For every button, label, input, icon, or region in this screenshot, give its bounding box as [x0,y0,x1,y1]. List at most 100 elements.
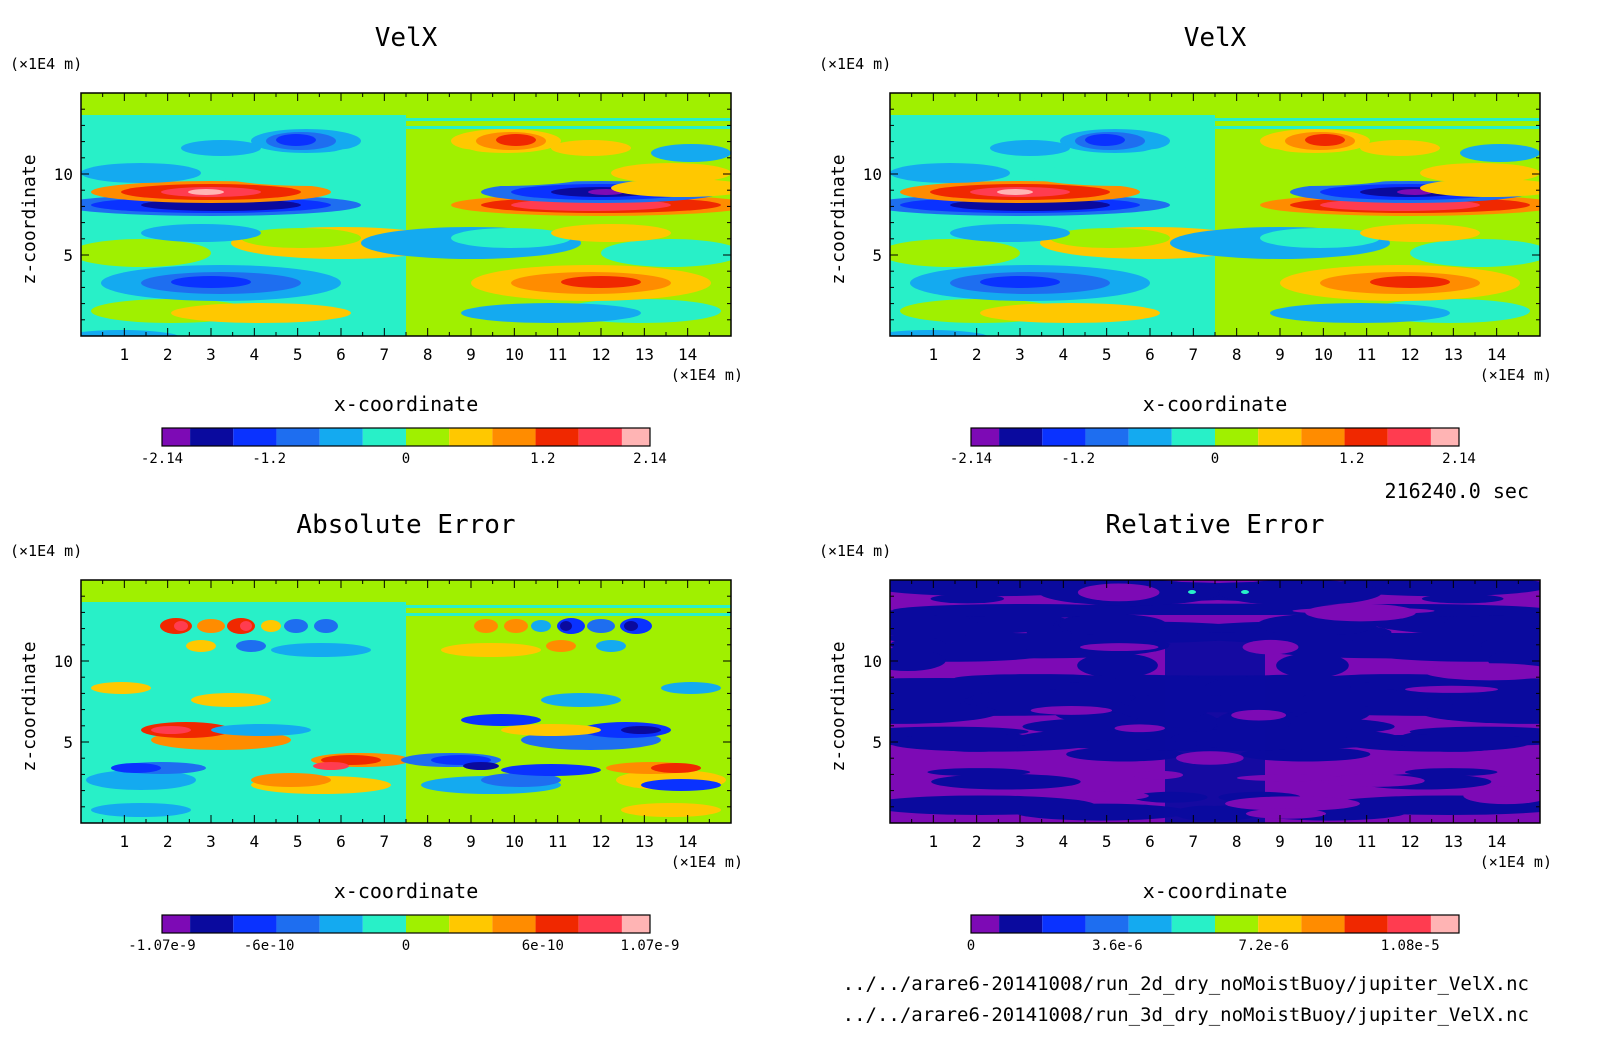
field-contour [954,674,1116,683]
colorbar-segment [621,915,650,933]
field-contour [501,764,601,776]
field-contour [1305,603,1416,622]
field-band [890,126,1540,129]
plot-area [80,92,732,337]
colorbar-segment [535,915,579,933]
x-tick-label: 13 [1444,832,1463,851]
x-tick-label: 3 [1015,345,1025,364]
x-unit-label: (×1E4 m) [1480,853,1552,871]
x-tick-label: 4 [250,345,260,364]
x-tick-label: 8 [423,832,433,851]
field-contour [651,144,731,162]
field-contour [1225,796,1360,811]
field-contour [1058,614,1167,636]
field-contour [1242,639,1299,655]
x-unit-label: (×1E4 m) [671,366,743,384]
field-contour [990,140,1070,156]
colorbar-segment [1387,428,1431,446]
x-axis-label: x-coordinate [1143,392,1288,416]
colorbar-frame [161,427,651,447]
x-tick-label: 1 [120,832,130,851]
colorbar-segment [1171,915,1215,933]
x-tick-label: 11 [548,345,567,364]
field-contour [81,163,201,183]
field-band [890,93,1540,115]
field-contour [1077,653,1158,678]
field-contour [1218,580,1382,606]
x-tick-label: 6 [1145,832,1155,851]
colorbar-label: 0 [967,938,975,954]
colorbar-segment [162,428,191,446]
field-contour [496,134,536,146]
colorbar-segment [1344,428,1388,446]
x-tick-label: 14 [678,345,697,364]
x-tick-label: 13 [635,345,654,364]
chart-title: Relative Error [1105,510,1324,540]
field-contour [91,682,151,694]
field-contour [441,643,541,657]
file-path-1: ../../arare6-20141008/run_2d_dry_noMoist… [843,973,1529,995]
colorbar-segment [1430,428,1459,446]
y-tick-label: 5 [872,246,882,265]
field-contour [980,276,1060,288]
field-band [81,613,731,616]
colorbar-segment [1301,915,1345,933]
field-contour [151,726,191,734]
field-contour [197,619,225,633]
colorbar-segment [1387,915,1431,933]
field-contour [611,163,731,183]
field-contour [560,621,572,631]
y-tick-label: 10 [54,165,73,184]
colorbar-label: -1.2 [1061,451,1095,467]
colorbar-segment [1085,428,1129,446]
x-tick-label: 11 [1357,832,1376,851]
field-contour [481,773,561,787]
colorbar-label: 7.2e-6 [1239,938,1290,954]
field-contour [1188,590,1196,594]
x-tick-label: 12 [1400,345,1419,364]
field-contour [261,620,281,632]
x-tick-label: 1 [929,832,939,851]
x-tick-label: 5 [1102,832,1112,851]
field-contour [1460,144,1540,162]
colorbar-label: -6e-10 [244,938,295,954]
field-contour [1079,791,1149,801]
colorbar-label: 3.6e-6 [1092,938,1143,954]
x-tick-label: 3 [206,832,216,851]
y-axis-label: z-coordinate [828,154,849,284]
field-contour [980,303,1160,323]
field-contour [411,164,591,186]
y-tick-label: 10 [863,652,882,671]
field-contour [1079,643,1159,652]
field-contour [171,276,251,288]
field-contour [1479,616,1540,626]
x-tick-label: 8 [1232,345,1242,364]
colorbar-segment [1344,915,1388,933]
field-contour [1270,303,1450,323]
field-contour [890,726,1029,737]
field-contour [1321,774,1425,787]
field-contour [1245,808,1326,819]
colorbar-segment [406,428,450,446]
x-tick-label: 2 [972,345,982,364]
colorbar-segment [190,915,234,933]
y-axis-label: z-coordinate [19,154,40,284]
x-tick-label: 12 [591,345,610,364]
field-contour [950,224,1070,242]
x-tick-label: 9 [1275,345,1285,364]
x-tick-label: 4 [1059,832,1069,851]
colorbar-segment [449,428,493,446]
y-tick-label: 10 [54,652,73,671]
x-tick-label: 10 [1314,832,1333,851]
field-contour [504,619,528,633]
field-contour [1370,276,1450,288]
field-contour [1132,770,1184,780]
y-tick-label: 10 [863,165,882,184]
field-contour [930,594,1004,604]
field-contour [1077,583,1160,602]
field-contour [546,640,576,652]
field-contour [621,726,661,734]
